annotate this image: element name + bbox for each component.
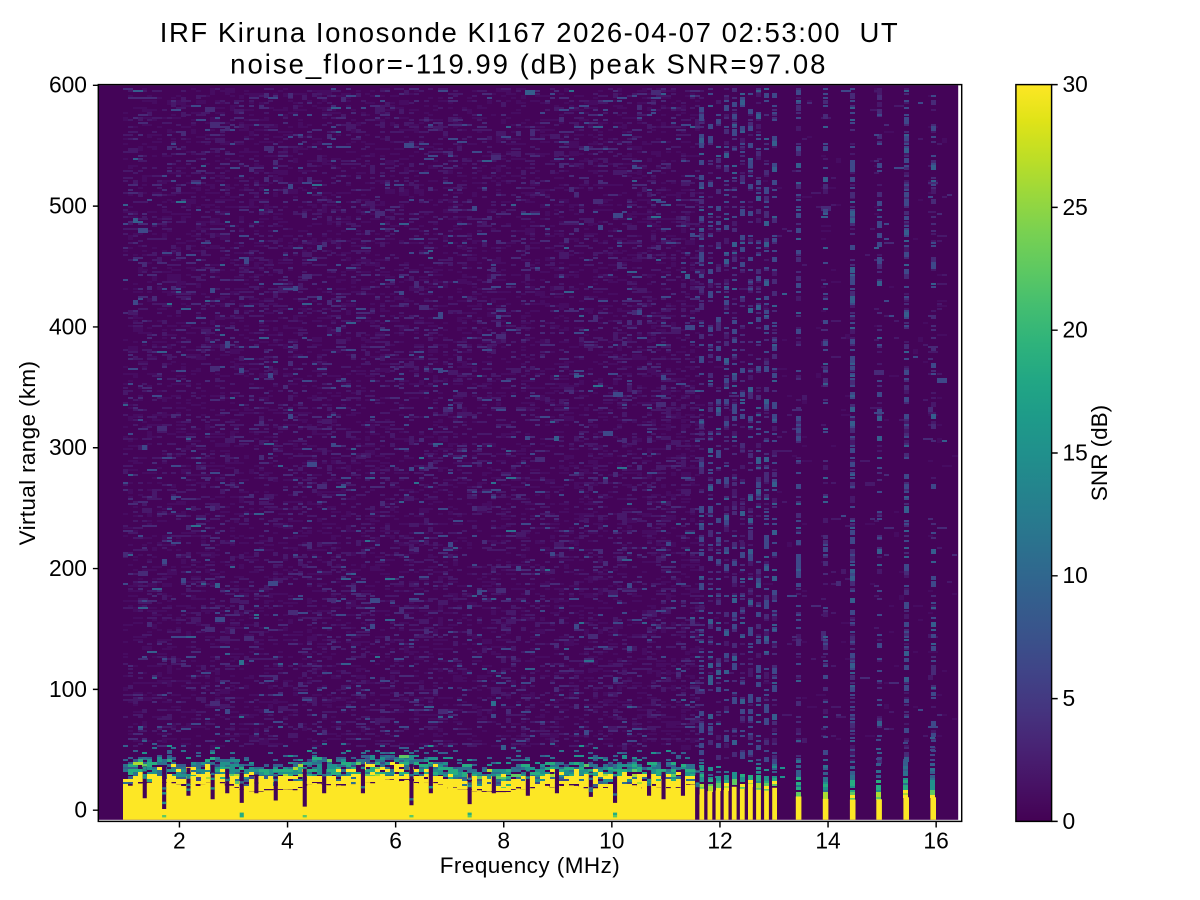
svg-text:noise_floor=-119.99 (dB) peak: noise_floor=-119.99 (dB) peak SNR=97.08 (230, 49, 827, 80)
svg-text:25: 25 (1063, 194, 1088, 220)
svg-text:15: 15 (1063, 439, 1088, 465)
svg-text:10: 10 (599, 828, 624, 854)
svg-text:100: 100 (49, 676, 87, 702)
svg-text:6: 6 (389, 828, 402, 854)
svg-text:0: 0 (74, 797, 87, 823)
svg-text:30: 30 (1063, 71, 1088, 97)
svg-text:300: 300 (49, 434, 87, 460)
svg-text:Frequency (MHz): Frequency (MHz) (440, 853, 621, 878)
svg-text:500: 500 (49, 193, 87, 219)
svg-text:Virtual range (km): Virtual range (km) (15, 361, 40, 546)
svg-text:16: 16 (923, 828, 948, 854)
svg-text:10: 10 (1063, 562, 1088, 588)
svg-text:2: 2 (173, 828, 186, 854)
svg-text:600: 600 (49, 72, 87, 98)
svg-text:12: 12 (707, 828, 732, 854)
svg-text:8: 8 (497, 828, 510, 854)
svg-text:IRF Kiruna Ionosonde KI167 202: IRF Kiruna Ionosonde KI167 2026-04-07 02… (160, 17, 899, 48)
svg-text:5: 5 (1063, 685, 1076, 711)
svg-text:14: 14 (815, 828, 841, 854)
svg-text:SNR (dB): SNR (dB) (1087, 405, 1112, 501)
svg-text:400: 400 (49, 313, 87, 339)
svg-text:200: 200 (49, 555, 87, 581)
svg-text:0: 0 (1063, 808, 1076, 834)
svg-text:4: 4 (281, 828, 294, 854)
svg-text:20: 20 (1063, 317, 1088, 343)
